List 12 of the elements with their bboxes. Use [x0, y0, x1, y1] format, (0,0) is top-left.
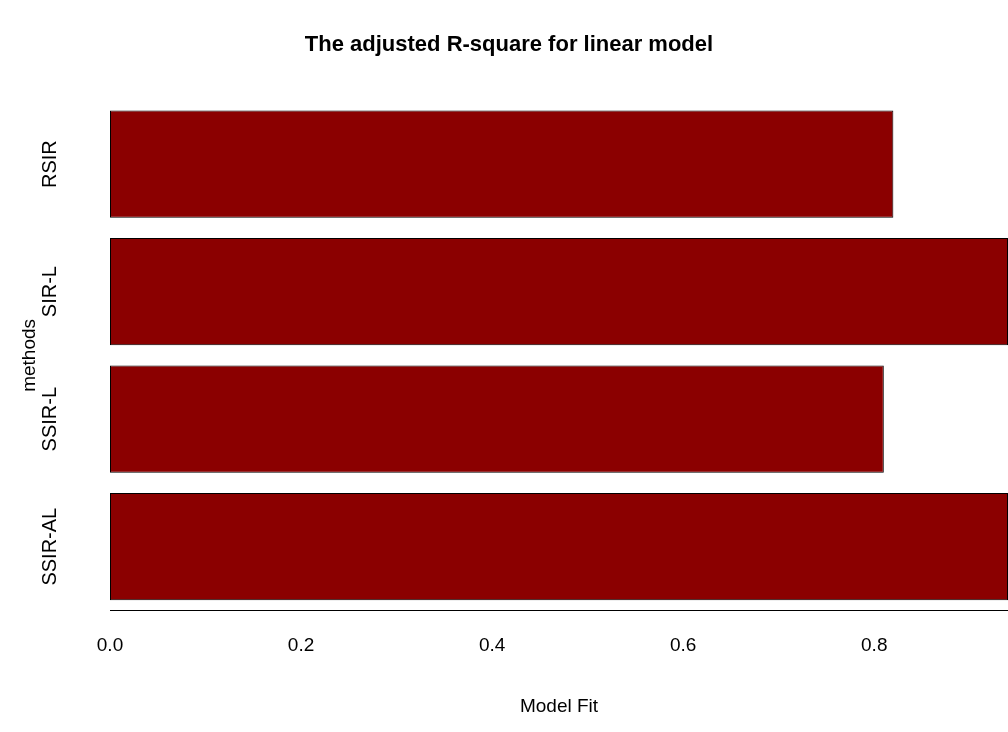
y-tick-label: RSIR — [37, 140, 60, 189]
x-tick-label: 0.2 — [287, 634, 315, 656]
y-axis-title: methods — [17, 318, 39, 392]
y-tick-label: SIR-L — [37, 266, 60, 318]
x-tick-label: 0.0 — [96, 634, 124, 656]
chart-title: The adjusted R-square for linear model — [304, 31, 714, 57]
x-tick-label: 0.8 — [861, 634, 888, 656]
x-tick-label: 0.6 — [669, 634, 697, 656]
y-tick-label: SSIR-AL — [37, 507, 60, 586]
y-tick-label: SSIR-L — [37, 386, 60, 452]
x-axis-title: Model Fit — [519, 694, 599, 716]
x-tick-label: 0.4 — [478, 634, 506, 656]
